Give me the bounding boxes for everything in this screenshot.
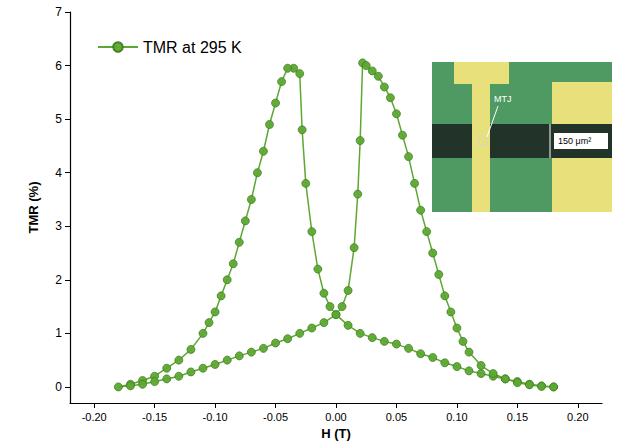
svg-text:5: 5 [55, 112, 62, 126]
svg-text:-0.20: -0.20 [82, 411, 107, 423]
svg-text:3: 3 [55, 219, 62, 233]
svg-text:-0.10: -0.10 [203, 411, 228, 423]
svg-text:0.10: 0.10 [446, 411, 467, 423]
svg-text:MTJ: MTJ [494, 94, 512, 104]
svg-text:-0.05: -0.05 [263, 411, 288, 423]
svg-text:0: 0 [55, 380, 62, 394]
svg-text:TMR at 295 K: TMR at 295 K [143, 39, 242, 56]
svg-text:1: 1 [55, 326, 62, 340]
svg-text:0.00: 0.00 [325, 411, 346, 423]
svg-text:0.05: 0.05 [386, 411, 407, 423]
svg-text:0.20: 0.20 [567, 411, 588, 423]
svg-text:150 μm²: 150 μm² [558, 136, 591, 146]
svg-text:-0.15: -0.15 [142, 411, 167, 423]
svg-text:H (T): H (T) [321, 426, 351, 441]
svg-text:6: 6 [55, 59, 62, 73]
svg-text:TMR (%): TMR (%) [26, 182, 41, 234]
svg-text:4: 4 [55, 166, 62, 180]
svg-text:2: 2 [55, 273, 62, 287]
svg-text:0.15: 0.15 [507, 411, 528, 423]
svg-text:7: 7 [55, 5, 62, 19]
